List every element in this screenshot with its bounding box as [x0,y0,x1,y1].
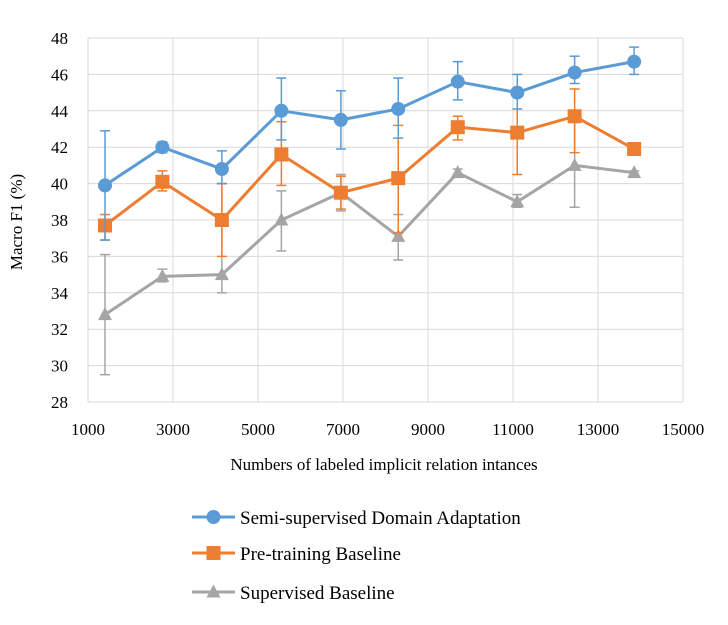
data-point [333,185,348,200]
grid [87,37,684,403]
series-triangle [98,120,642,376]
y-tick-label: 36 [51,247,68,266]
data-point [627,142,642,157]
x-tick-label: 13000 [577,420,620,439]
data-point [450,74,465,89]
data-point [98,178,112,193]
legend-marker [206,510,221,524]
data-point [450,165,465,179]
x-axis: 1000 3000 5000 7000 9000 11000 13000 15000 [71,420,704,439]
x-tick-label: 1000 [71,420,105,439]
legend-item: Semi-supervised Domain Adaptation [192,508,521,529]
data-point [627,54,642,69]
y-tick-label: 44 [51,102,69,121]
legend-label: Supervised Baseline [240,583,395,604]
data-point [391,101,406,116]
x-tick-label: 3000 [156,420,190,439]
legend-item: Supervised Baseline [192,583,395,604]
y-tick-label: 46 [51,65,68,84]
legend: Semi-supervised Domain Adaptation Pre-tra… [192,508,521,604]
series-layer [98,46,642,376]
data-point [391,171,406,186]
y-tick-label: 42 [51,138,68,157]
data-point [155,174,170,189]
data-point [627,165,642,179]
series-circle [98,46,642,241]
data-point [274,212,289,226]
data-point [510,194,525,208]
data-point [510,125,525,140]
x-tick-label: 11000 [492,420,534,439]
data-point [333,112,348,127]
data-point [214,162,229,177]
y-tick-label: 38 [51,211,68,230]
data-point [155,140,170,155]
data-point [450,120,465,135]
y-axis-title: Macro F1 (%) [7,174,26,270]
x-tick-label: 9000 [411,420,445,439]
data-point [391,228,406,242]
y-tick-label: 32 [51,320,68,339]
data-point [274,147,289,162]
x-axis-title: Numbers of labeled implicit relation int… [230,455,537,474]
x-tick-label: 15000 [662,420,705,439]
y-axis: 28 30 32 34 36 38 40 42 44 46 48 [51,29,69,412]
legend-label: Semi-supervised Domain Adaptation [240,508,521,529]
data-point [510,85,525,100]
data-point [567,109,582,124]
y-tick-label: 40 [51,175,68,194]
y-tick-label: 28 [51,393,68,412]
legend-label: Pre-training Baseline [240,544,401,565]
series-line [104,163,635,316]
data-point [567,157,582,171]
y-tick-label: 48 [51,29,68,48]
data-point [567,65,582,80]
series-line [104,60,635,187]
x-tick-label: 5000 [241,420,275,439]
series-line [104,114,635,227]
y-tick-label: 34 [51,284,69,303]
x-tick-label: 7000 [326,420,360,439]
data-point [98,307,112,321]
data-point [214,213,229,227]
legend-marker [206,546,221,560]
legend-item: Pre-training Baseline [192,544,401,565]
legend-marker [206,584,221,598]
data-point [155,268,170,282]
data-point [274,103,289,118]
y-tick-label: 30 [51,357,68,376]
data-point [214,267,229,281]
